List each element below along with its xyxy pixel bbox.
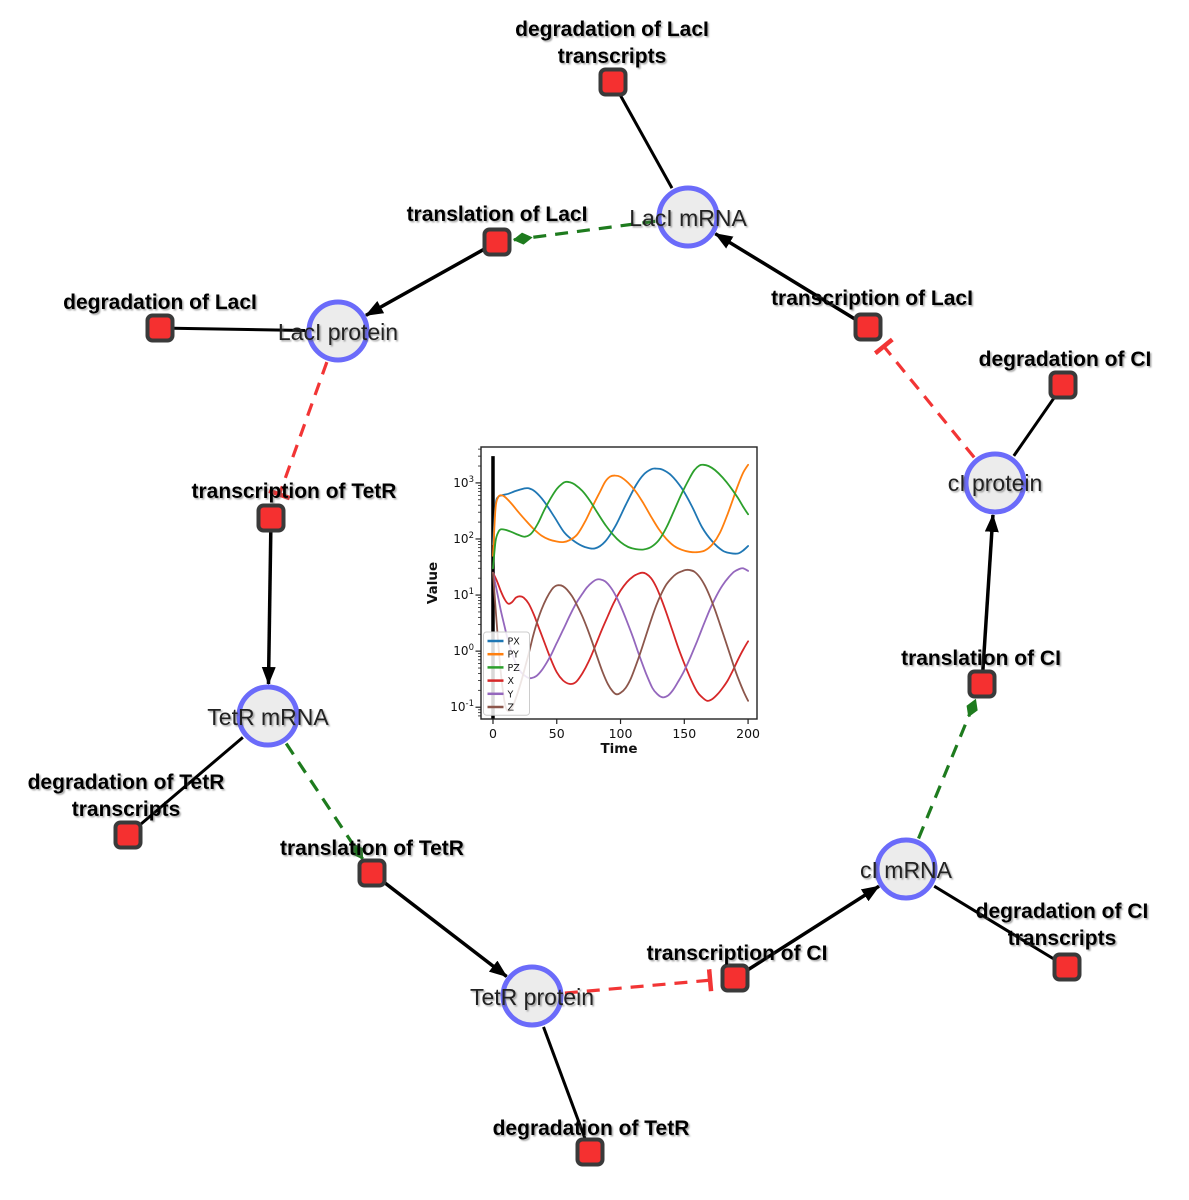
legend-entry-PZ: PZ xyxy=(508,663,521,674)
edge-plain-laci_mrna-deg_laci_tx xyxy=(618,92,674,189)
legend-entry-X: X xyxy=(508,676,515,687)
reaction-node-transl_laci[interactable] xyxy=(482,227,512,257)
label-layer: LacI mRNA LacI protein TetR mRNA TetR prote… xyxy=(28,18,1152,1140)
x-axis-tick-label: 100 xyxy=(609,726,633,741)
species-node-ci_protein[interactable] xyxy=(963,451,1027,515)
x-axis-tick-label: 50 xyxy=(549,726,565,741)
edge-production-transl_laci-laci_protein xyxy=(365,247,486,317)
edge-modifier-laci_mrna-transl_laci xyxy=(512,219,656,245)
edge-inhibition-tetr_protein-tx_ci xyxy=(564,969,714,995)
legend: PX PY PZ XYZ xyxy=(483,631,530,716)
species-label-ci_mrna: cI mRNA xyxy=(860,857,953,883)
edge-inhibition-laci_protein-tx_tetr xyxy=(268,361,329,501)
reaction-label-deg_laci: degradation of LacI xyxy=(63,291,257,314)
edge-plain-ci_mrna-deg_ci_tx xyxy=(933,884,1057,962)
reaction-label-deg_tetr_tx: degradation of TetR transcripts xyxy=(28,771,225,821)
series-line-X xyxy=(492,571,749,702)
reaction-label-deg_ci: degradation of CI xyxy=(979,348,1152,371)
reaction-node-tx_ci[interactable] xyxy=(720,963,750,993)
y-axis-tick-label: 102 xyxy=(453,531,474,546)
y-axis-title: Value xyxy=(425,562,441,604)
x-axis-tick-label: 0 xyxy=(489,726,497,741)
edge-production-transl_ci-ci_protein xyxy=(981,513,999,671)
species-node-tetr_mrna[interactable] xyxy=(236,684,300,748)
y-axis-tick-label: 103 xyxy=(453,475,474,490)
species-node-laci_protein[interactable] xyxy=(306,299,370,363)
species-label-tetr_mrna: TetR mRNA xyxy=(207,704,329,730)
reaction-node-deg_ci[interactable] xyxy=(1048,370,1078,400)
edge-modifier-ci_mrna-transl_ci xyxy=(917,698,978,840)
reaction-node-deg_laci[interactable] xyxy=(145,313,175,343)
reaction-label-transl_ci: translation of CI xyxy=(901,647,1061,670)
legend-entry-Z: Z xyxy=(508,703,515,714)
chart-frame xyxy=(480,446,758,720)
species-label-tetr_protein: TetR protein xyxy=(470,984,594,1010)
reaction-node-transl_ci[interactable] xyxy=(967,669,997,699)
x-axis-tick-label: 200 xyxy=(736,726,760,741)
reaction-label-deg_tetr: degradation of TetR xyxy=(493,1117,690,1140)
edge-plain-laci_protein-deg_laci xyxy=(172,326,306,332)
y-axis-tick-label: 100 xyxy=(453,643,474,658)
species-label-laci_protein: LacI protein xyxy=(278,319,398,345)
species-label-ci_protein: cI protein xyxy=(948,470,1043,496)
edge-plain-tetr_protein-deg_tetr xyxy=(542,1026,587,1141)
reaction-node-deg_laci_tx[interactable] xyxy=(598,67,628,97)
legend-entry-Y: Y xyxy=(507,689,514,700)
y-axis-tick-label: 10-1 xyxy=(450,699,474,714)
series-line-PX xyxy=(492,467,749,555)
species-node-laci_mrna[interactable] xyxy=(656,185,720,249)
y-axis-tick-label: 101 xyxy=(453,587,474,602)
node-layer xyxy=(113,67,1082,1167)
species-label-laci_mrna: LacI mRNA xyxy=(629,205,747,231)
edge-production-tx_ci-ci_mrna xyxy=(745,884,880,972)
edge-modifier-tetr_mrna-transl_tetr xyxy=(284,742,364,860)
reaction-label-deg_ci_tx: degradation of CI transcripts xyxy=(976,900,1149,950)
reaction-label-transl_laci: translation of LacI xyxy=(407,203,588,226)
edge-inhibition-ci_protein-tx_laci xyxy=(873,337,976,459)
reaction-label-deg_laci_tx: degradation of LacI transcripts xyxy=(515,18,709,68)
edge-production-transl_tetr-tetr_protein xyxy=(382,880,508,978)
x-axis-tick-label: 150 xyxy=(672,726,696,741)
reaction-label-tx_tetr: transcription of TetR xyxy=(192,480,397,503)
series-line-PY xyxy=(492,463,749,557)
reaction-label-tx_ci: transcription of CI xyxy=(647,942,828,965)
reaction-node-deg_tetr[interactable] xyxy=(575,1137,605,1167)
edge-layer xyxy=(136,92,1057,1141)
legend-entry-PY: PY xyxy=(508,650,520,661)
reaction-node-deg_ci_tx[interactable] xyxy=(1052,952,1082,982)
reaction-node-tx_tetr[interactable] xyxy=(256,503,286,533)
legend-entry-PX: PX xyxy=(508,637,521,648)
edge-production-tx_laci-laci_mrna xyxy=(714,232,857,322)
reaction-label-tx_laci: transcription of LacI xyxy=(771,287,973,310)
reaction-label-transl_tetr: translation of TetR xyxy=(280,837,464,860)
reaction-node-deg_tetr_tx[interactable] xyxy=(113,820,143,850)
legend-box xyxy=(483,631,530,716)
species-node-ci_mrna[interactable] xyxy=(874,837,938,901)
reaction-node-transl_tetr[interactable] xyxy=(357,858,387,888)
reaction-node-tx_laci[interactable] xyxy=(853,312,883,342)
edge-plain-tetr_mrna-deg_tetr_tx xyxy=(136,736,244,828)
series-line-PZ xyxy=(492,463,749,570)
edge-plain-ci_protein-deg_ci xyxy=(1012,394,1057,457)
edge-production-tx_tetr-tetr_mrna xyxy=(261,531,276,686)
x-axis-title: Time xyxy=(600,741,637,757)
species-node-tetr_protein[interactable] xyxy=(500,964,564,1028)
